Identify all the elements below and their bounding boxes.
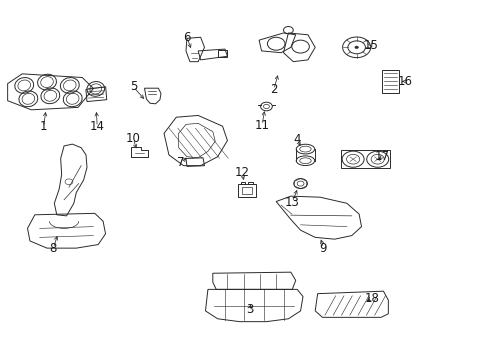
Bar <box>240 181 245 184</box>
Text: 14: 14 <box>90 121 104 134</box>
Text: 11: 11 <box>254 119 269 132</box>
Text: 13: 13 <box>285 196 299 209</box>
Bar <box>382 70 398 93</box>
Bar <box>248 181 253 184</box>
Bar <box>238 184 255 197</box>
Text: 2: 2 <box>269 83 277 96</box>
Text: 16: 16 <box>397 75 412 88</box>
Bar <box>217 50 227 57</box>
Text: 9: 9 <box>319 242 326 255</box>
Text: 17: 17 <box>374 150 389 163</box>
Text: 15: 15 <box>363 39 378 52</box>
Text: 12: 12 <box>234 166 249 179</box>
Text: 8: 8 <box>50 242 57 255</box>
Text: 3: 3 <box>245 303 253 316</box>
Text: 10: 10 <box>125 132 141 145</box>
Text: 18: 18 <box>364 292 379 305</box>
Text: 6: 6 <box>183 31 190 44</box>
Bar <box>242 187 251 194</box>
Bar <box>341 150 389 168</box>
Circle shape <box>354 46 358 49</box>
Text: 5: 5 <box>129 80 137 93</box>
Text: 4: 4 <box>293 133 300 146</box>
Text: 1: 1 <box>40 121 47 134</box>
Text: 7: 7 <box>177 156 184 169</box>
